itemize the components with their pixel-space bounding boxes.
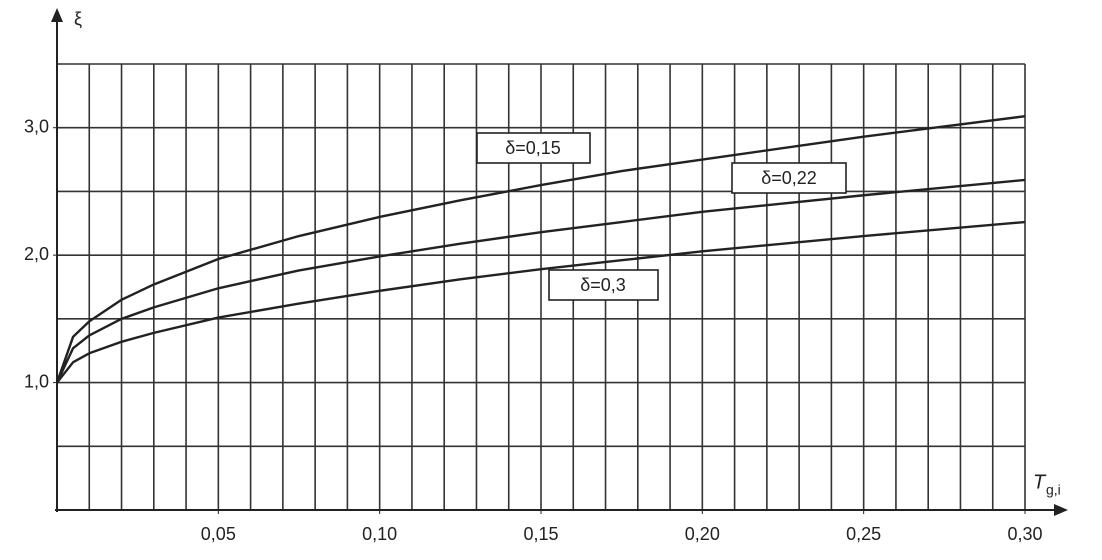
curve xyxy=(56,220,1026,384)
series-label: δ=0,15 xyxy=(505,138,561,158)
y-tick-label: 1,0 xyxy=(24,371,49,391)
y-axis-label: ξ xyxy=(74,9,82,29)
x-tick-label: 0,20 xyxy=(685,524,720,544)
x-tick-label: 0,30 xyxy=(1007,524,1042,544)
curves xyxy=(55,115,1026,384)
y-tick-label: 3,0 xyxy=(24,116,49,136)
label-box xyxy=(476,132,591,164)
y-tick-label: 2,0 xyxy=(24,244,49,264)
label-box xyxy=(548,269,659,301)
curve xyxy=(55,178,1026,384)
y-axis-arrow xyxy=(51,8,63,22)
x-tick-label: 0,25 xyxy=(846,524,881,544)
x-axis-label-sub: g,i xyxy=(1046,482,1061,498)
label-box xyxy=(731,162,847,194)
x-axis-label: T xyxy=(1033,471,1047,493)
curve xyxy=(55,115,1026,383)
x-tick-label: 0,05 xyxy=(201,524,236,544)
series-label: δ=0,3 xyxy=(580,275,626,295)
x-axis-arrow xyxy=(1054,504,1068,516)
x-tick-label: 0,15 xyxy=(523,524,558,544)
x-tick-label: 0,10 xyxy=(362,524,397,544)
series-label: δ=0,22 xyxy=(761,168,817,188)
